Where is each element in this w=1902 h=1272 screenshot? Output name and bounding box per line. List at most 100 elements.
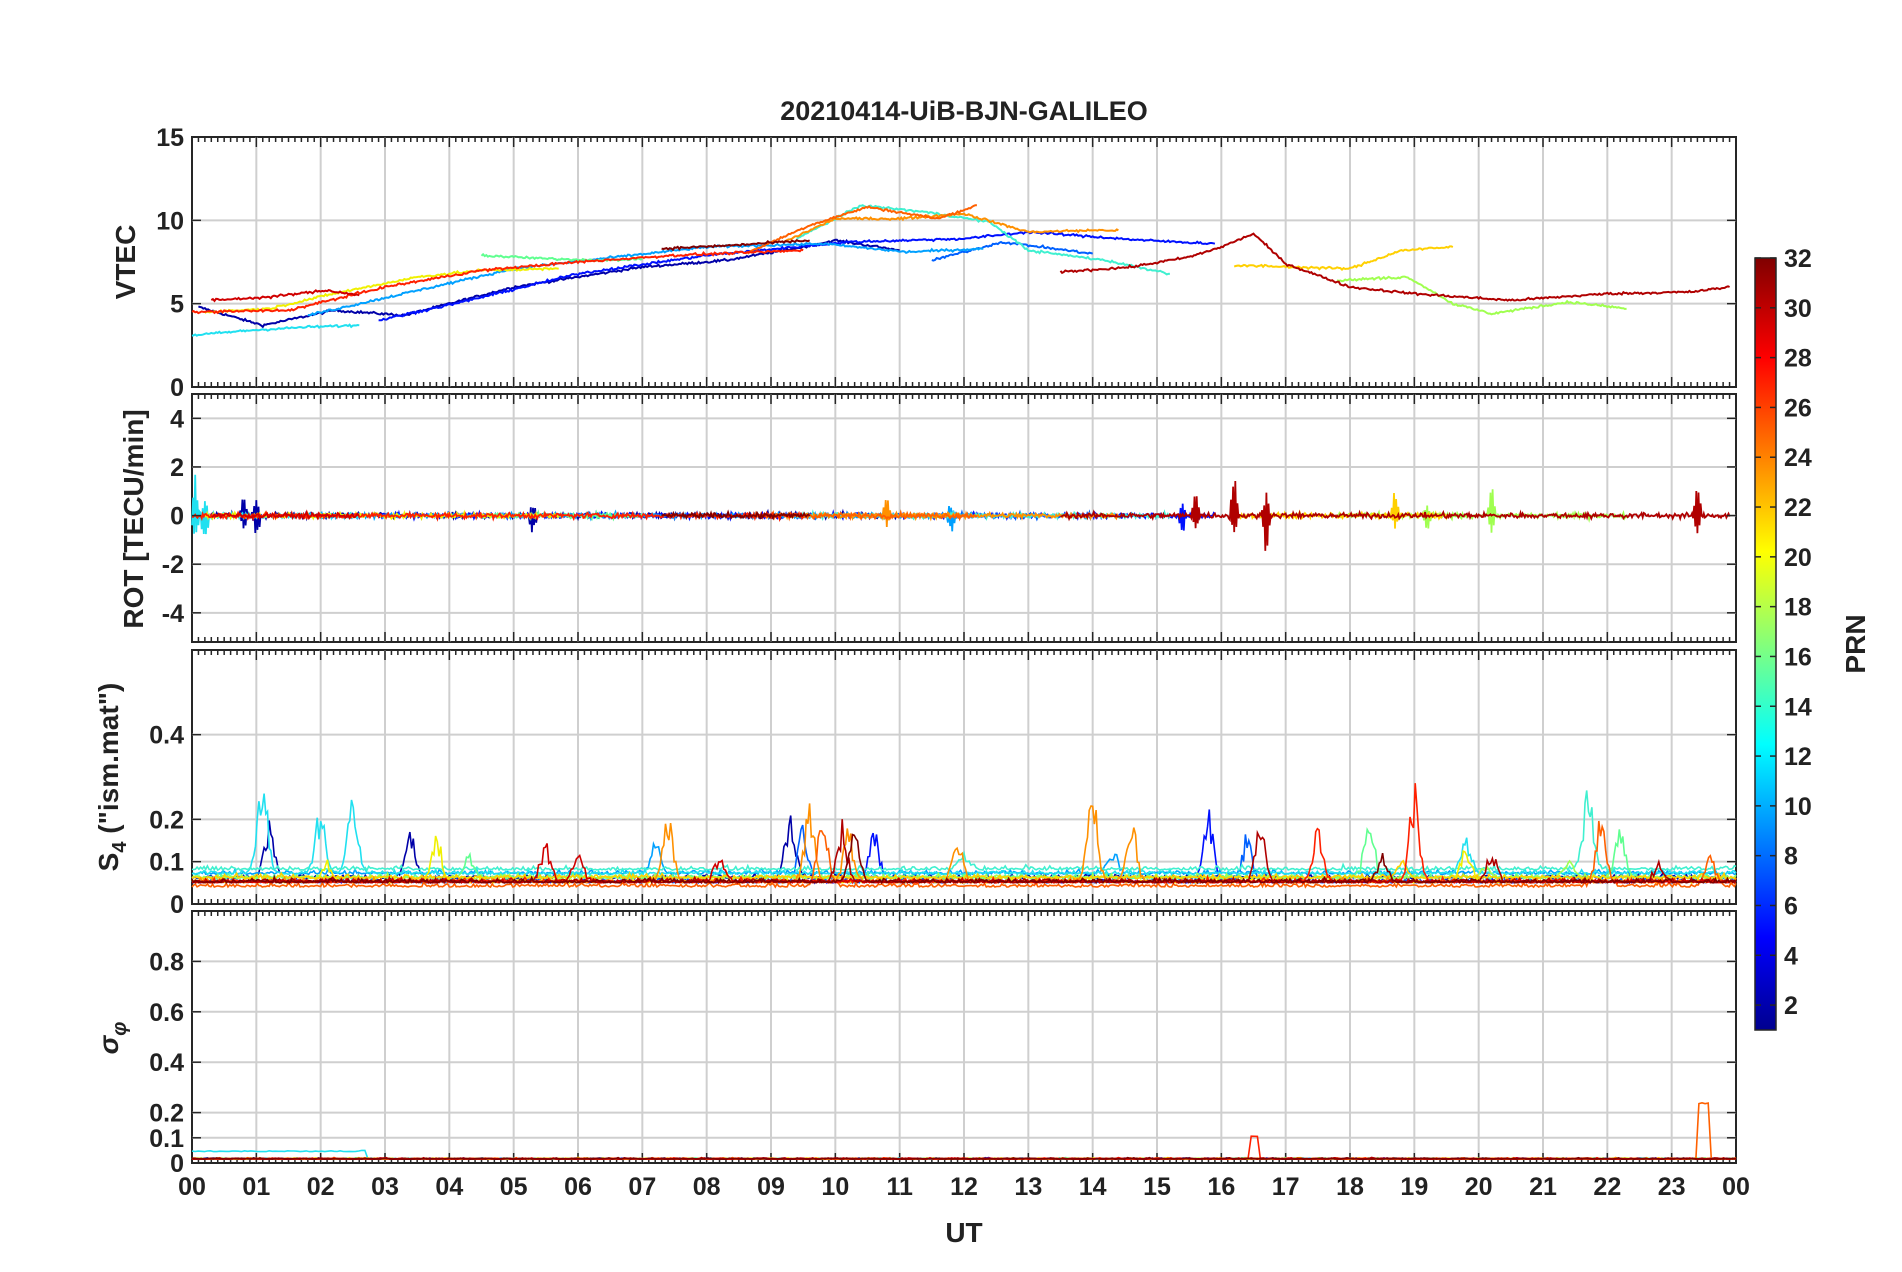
colorbar-tick-label: 4 [1784,942,1798,970]
series-prn-13-vtec [796,204,1171,276]
x-tick-label: 11 [886,1173,913,1201]
panel-rot-yticks: -4 -2 0 2 4 [162,405,1736,628]
series-prn-4-vtec [378,230,1216,322]
panel-sigma-series [191,1101,1737,1161]
series-prn-20-vtec [204,266,559,314]
panel-s4: 0 0.1 0.2 0.4 S4 ("ism.mat") [93,649,1737,919]
series-prn-32-vtec [661,239,811,252]
x-tick-label: 08 [693,1173,721,1201]
colorbar-tick-label: 32 [1784,245,1812,273]
x-tick-label: 00 [1722,1173,1750,1201]
series-prn-17-vtec [1336,275,1627,316]
series-prn-8-vtec [307,241,984,317]
x-tick-label: 16 [1207,1173,1235,1201]
ylabel-s4: S4 ("ism.mat") [93,683,131,872]
x-tick-label: 20 [1465,1173,1493,1201]
x-tick-label: 02 [307,1173,335,1201]
series-prn-6-vtec [931,240,1094,262]
series-prn-30-vtec [1059,232,1731,302]
y-tick-label: 0.4 [149,1049,184,1077]
colorbar-tick-label: 24 [1784,444,1812,472]
ylabel-sigma-main: σ [93,1034,124,1054]
x-tick-label: 12 [950,1173,978,1201]
y-tick-label: 4 [170,405,184,433]
y-tick-label: 0.8 [149,948,184,976]
x-tick-label: 17 [1272,1173,1300,1201]
colorbar-tick-label: 14 [1784,693,1812,721]
y-tick-label: 0 [170,1150,184,1178]
y-tick-label: 0.2 [149,1100,184,1128]
x-tick-label: 05 [500,1173,528,1201]
colorbar-tick-label: 22 [1784,494,1812,522]
series-prn-29-vtec [210,289,360,303]
panel-vtec-series [191,204,1731,337]
series-prn-12-vtec [191,323,360,337]
x-tick-label: 15 [1143,1173,1171,1201]
x-tick-label: 03 [371,1173,399,1201]
y-tick-label: -4 [162,600,184,628]
series-prn-21-s4 [191,859,1737,881]
ylabel-vtec: VTEC [110,225,141,300]
panel-s4-yticks: 0 0.1 0.2 0.4 [149,722,1736,919]
series-prn-25-vtec [744,204,977,255]
x-tick-label: 10 [821,1173,849,1201]
series-prn-32-sigma [191,1156,1737,1161]
series-prn-27-vtec [191,248,804,315]
colorbar-tick-label: 10 [1784,793,1812,821]
series-prn-21-vtec [1233,245,1454,271]
panel-vtec-grid [191,137,1737,387]
panel-vtec-yticks: 0 5 10 15 [156,124,1736,402]
ylabel-s4-rest: ("ism.mat") [93,683,124,842]
y-tick-label: 10 [156,207,184,235]
series-prn-30-rot [1060,480,1731,551]
colorbar-tick-label: 20 [1784,544,1812,572]
panel-sigma-grid [191,911,1737,1163]
chart-title: 20210414-UiB-BJN-GALILEO [780,96,1148,126]
x-tick-label: 14 [1079,1173,1107,1201]
series-prn-13-s4 [191,790,1737,872]
y-tick-label: 0 [170,891,184,919]
series-prn-17-s4 [191,859,1737,881]
x-tick-label: 22 [1593,1173,1621,1201]
x-tick-label: 13 [1014,1173,1042,1201]
x-axis-tick-labels: 00 01 02 03 04 05 06 07 08 09 10 11 12 13 14 15 16 17 18 19… [178,1173,1750,1201]
panel-s4-series [191,783,1737,889]
colorbar-tick-label: 2 [1784,992,1798,1020]
x-tick-label: 09 [757,1173,785,1201]
colorbar-tick-label: 18 [1784,594,1812,622]
colorbar-tick-label: 16 [1784,643,1812,671]
x-tick-label: 07 [628,1173,656,1201]
colorbar-tick-label: 30 [1784,295,1812,323]
x-tick-label: 18 [1336,1173,1364,1201]
panel-s4-grid [191,650,1737,904]
colorbar-tick-label: 6 [1784,892,1798,920]
series-prn-32-s4 [191,833,1737,885]
colorbar-tick-label: 8 [1784,843,1798,871]
ylabel-sigma: σφ [93,1022,131,1055]
x-tick-label: 19 [1400,1173,1428,1201]
y-tick-label: 15 [156,124,184,152]
colorbar-tick-label: 12 [1784,743,1812,771]
panel-rot-series [191,474,1731,551]
y-tick-label: 0.1 [149,1125,184,1153]
y-tick-label: 0.6 [149,999,184,1027]
y-tick-label: 5 [170,291,184,319]
panel-rot: -4 -2 0 2 4 ROT [TECU/min] [118,393,1737,643]
ylabel-sigma-sub: φ [109,1022,131,1036]
y-tick-label: 0.1 [149,849,184,877]
colorbar-tick-label: 26 [1784,394,1812,422]
x-tick-label: 06 [564,1173,592,1201]
x-axis-label: UT [945,1217,982,1248]
y-tick-label: 0.2 [149,806,184,834]
colorbar-label: PRN [1840,614,1871,673]
series-prn-32-rot [661,509,811,521]
x-tick-label: 23 [1658,1173,1686,1201]
y-tick-label: 0 [170,374,184,402]
x-tick-label: 04 [435,1173,463,1201]
x-tick-label: 01 [242,1173,270,1201]
x-tick-label: 21 [1529,1173,1557,1201]
panel-vtec: 0 5 10 15 VTEC [110,124,1737,402]
